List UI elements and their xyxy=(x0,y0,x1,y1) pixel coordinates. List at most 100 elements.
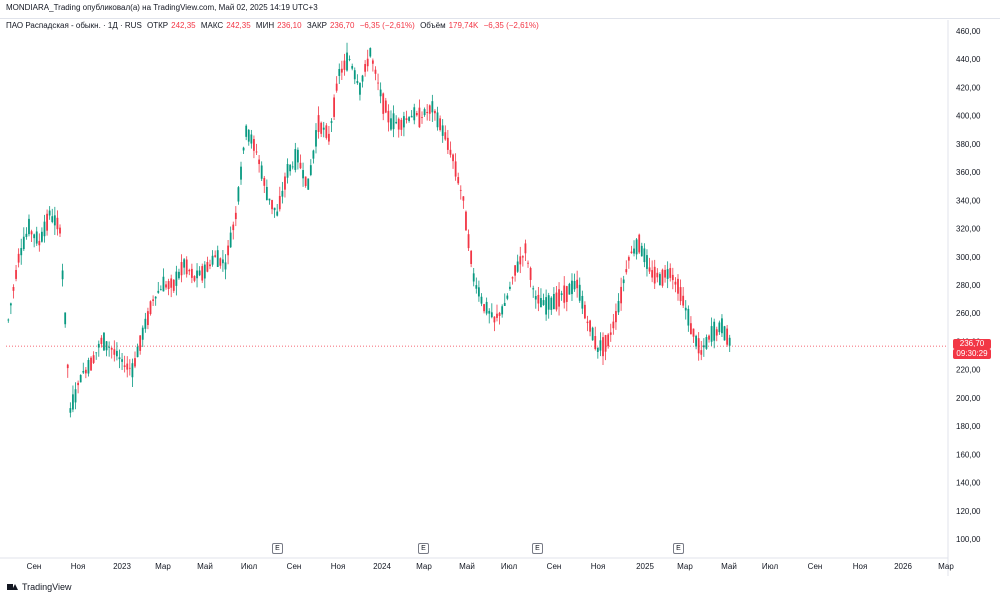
candle-body xyxy=(480,296,483,304)
price-axis-tick-label: 140,00 xyxy=(956,479,981,488)
price-axis-tick-label: 360,00 xyxy=(956,168,981,177)
candle-body xyxy=(671,274,674,281)
candle-body xyxy=(635,239,638,255)
candle-body xyxy=(43,221,46,237)
candle-body xyxy=(157,290,160,293)
legend-volume-label: Объём xyxy=(420,21,446,30)
candle-body xyxy=(41,231,43,242)
candle-body xyxy=(558,289,560,307)
candle-body xyxy=(209,264,211,267)
candle-body xyxy=(162,276,165,292)
candle-body xyxy=(640,245,643,257)
candle-body xyxy=(646,255,648,269)
legend-low-label: МИН xyxy=(255,21,275,30)
candle-body xyxy=(351,66,354,69)
candle-body xyxy=(260,165,263,179)
candle-body xyxy=(405,118,408,120)
candle-body xyxy=(436,112,439,128)
candle-body xyxy=(599,340,602,351)
candle-body xyxy=(340,68,343,73)
candle-body xyxy=(356,81,359,84)
time-axis-tick-label: Ноя xyxy=(853,562,868,571)
candle-body xyxy=(589,320,591,332)
candle-body xyxy=(312,150,315,159)
candle-body xyxy=(237,187,240,202)
candle-body xyxy=(333,97,335,117)
candle-body xyxy=(705,337,708,349)
candle-body xyxy=(245,125,248,137)
candle-body xyxy=(30,231,33,235)
candle-body xyxy=(658,274,661,286)
candle-body xyxy=(134,358,136,367)
time-axis-tick-label: Ноя xyxy=(331,562,346,571)
candle-body xyxy=(728,337,731,346)
candle-body xyxy=(56,217,59,230)
candle-body xyxy=(278,195,281,210)
candle-body xyxy=(677,278,679,294)
candle-body xyxy=(335,83,338,91)
time-axis-tick-label: Май xyxy=(459,562,475,571)
candle-body xyxy=(247,129,250,142)
candle-body xyxy=(697,338,700,354)
candle-body xyxy=(265,186,268,200)
time-axis-tick-label: Сен xyxy=(27,562,42,571)
candle-body xyxy=(532,288,535,290)
candle-body xyxy=(123,365,126,367)
candle-body xyxy=(154,296,157,299)
price-axis-tick-label: 320,00 xyxy=(956,225,981,234)
candle-body xyxy=(581,295,584,309)
candle-body xyxy=(53,215,56,226)
candle-body xyxy=(604,335,607,352)
tradingview-logo[interactable]: TradingView xyxy=(7,582,72,592)
candle-body xyxy=(59,227,61,234)
candle-body xyxy=(366,58,369,67)
candle-body xyxy=(692,328,695,337)
candle-body xyxy=(74,389,77,403)
time-axis-tick-label: Сен xyxy=(547,562,562,571)
candle-body xyxy=(136,346,139,358)
candle-body xyxy=(498,312,501,316)
candle-body xyxy=(607,334,610,347)
candle-body xyxy=(322,127,325,130)
candle-body xyxy=(537,294,540,304)
legend-close-label: ЗАКР xyxy=(306,21,327,30)
candle-body xyxy=(591,327,594,341)
candle-body xyxy=(710,326,713,342)
candle-body xyxy=(46,213,48,231)
candle-body xyxy=(529,267,532,280)
earnings-event-icon[interactable]: E xyxy=(418,543,429,554)
candle-body xyxy=(271,200,273,210)
candle-body xyxy=(115,350,118,357)
candle-body xyxy=(294,149,297,170)
legend-symbol[interactable]: ПАО Распадская - обыкн. · 1Д · RUS xyxy=(6,21,142,30)
candle-body xyxy=(273,207,276,211)
price-axis-tick-label: 280,00 xyxy=(956,281,981,290)
candle-body xyxy=(253,139,255,151)
candle-body xyxy=(196,270,198,279)
candle-body xyxy=(7,319,10,321)
chart-frame[interactable] xyxy=(0,18,1000,576)
candle-body xyxy=(625,269,628,273)
candle-body xyxy=(359,83,361,95)
candle-body xyxy=(723,326,726,341)
countdown-tag: 09:30:29 xyxy=(953,349,991,359)
candle-body xyxy=(325,125,328,138)
price-axis-tick-label: 260,00 xyxy=(956,309,981,318)
earnings-event-icon[interactable]: E xyxy=(673,543,684,554)
candle-body xyxy=(669,268,672,278)
candle-body xyxy=(84,369,87,374)
candle-body xyxy=(147,311,149,326)
candle-body xyxy=(188,269,191,272)
candle-body xyxy=(229,232,232,248)
price-axis-tick-label: 420,00 xyxy=(956,83,981,92)
candle-body xyxy=(700,350,703,355)
earnings-event-icon[interactable]: E xyxy=(532,543,543,554)
candle-body xyxy=(79,375,82,383)
candle-body xyxy=(20,248,23,256)
candle-body xyxy=(633,248,635,254)
earnings-event-icon[interactable]: E xyxy=(272,543,283,554)
candle-body xyxy=(485,301,488,314)
candle-body xyxy=(126,363,129,370)
candle-body xyxy=(615,311,617,323)
